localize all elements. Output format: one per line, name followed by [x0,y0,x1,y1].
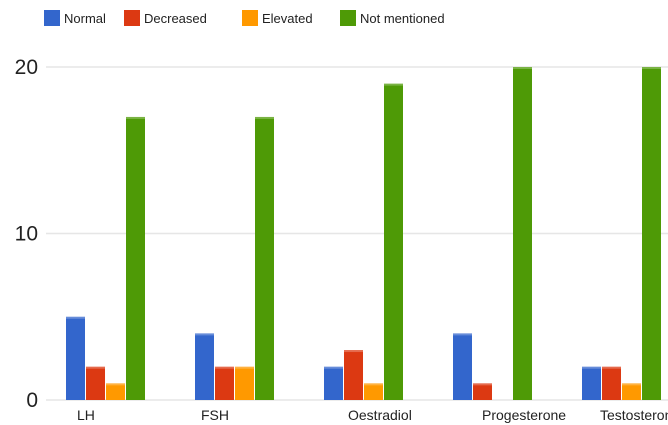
bar-lh-normal [66,316,85,400]
x-axis-ticks: LH FSH Oestradiol Progesterone Testosterone [77,407,668,423]
bar-highlight-lh-normal [66,316,85,319]
bar-highlight-testosterone-elevated [622,383,641,386]
legend-label-normal: Normal [64,11,106,26]
bar-progesterone-normal [453,333,472,400]
bar-progesterone-decreased [473,383,492,400]
bar-testosterone-elevated [622,383,641,400]
legend: Normal Decreased Elevated Not mentioned [44,10,445,26]
bars [66,67,661,401]
bar-oestradiol-elevated [364,383,383,400]
bar-highlight-fsh-decreased [215,366,234,369]
bar-highlight-testosterone-decreased [602,366,621,369]
y-tick-label-10: 10 [15,223,38,246]
bar-oestradiol-normal [324,366,343,400]
bar-highlight-lh-elevated [106,383,125,386]
bar-highlight-progesterone-not-mentioned [513,67,532,69]
legend-label-elevated: Elevated [262,11,313,26]
y-axis-ticks: 0 10 20 [15,56,38,412]
bar-highlight-fsh-elevated [235,366,254,369]
bar-highlight-testosterone-normal [582,366,601,369]
bar-highlight-oestradiol-not-mentioned [384,83,403,86]
bar-highlight-lh-not-mentioned [126,116,145,119]
bar-lh-elevated [106,383,125,400]
bar-highlight-oestradiol-decreased [344,350,363,353]
bar-highlight-progesterone-normal [453,333,472,336]
bar-lh-not-mentioned [126,116,145,400]
bar-fsh-not-mentioned [255,116,274,400]
y-tick-label-20: 20 [15,56,38,79]
legend-swatch-elevated [242,10,258,26]
bar-oestradiol-not-mentioned [384,83,403,401]
y-tick-label-0: 0 [26,389,38,412]
legend-swatch-not-mentioned [340,10,356,26]
bar-oestradiol-decreased [344,350,363,400]
bar-testosterone-not-mentioned [642,67,661,400]
x-tick-label-fsh: FSH [201,407,229,423]
bar-progesterone-not-mentioned [513,67,532,400]
legend-label-decreased: Decreased [144,11,207,26]
bar-fsh-elevated [235,366,254,400]
x-tick-label-testosterone: Testosterone [600,407,668,423]
bar-highlight-lh-decreased [86,366,105,369]
bar-fsh-normal [195,333,214,400]
legend-swatch-normal [44,10,60,26]
bar-highlight-fsh-not-mentioned [255,116,274,119]
legend-label-not-mentioned: Not mentioned [360,11,445,26]
bar-highlight-oestradiol-elevated [364,383,383,386]
bar-fsh-decreased [215,366,234,400]
x-tick-label-oestradiol: Oestradiol [348,407,412,423]
bar-testosterone-decreased [602,366,621,400]
bar-highlight-oestradiol-normal [324,366,343,369]
bar-testosterone-normal [582,366,601,400]
bar-highlight-testosterone-not-mentioned [642,67,661,69]
bar-highlight-fsh-normal [195,333,214,336]
x-tick-label-lh: LH [77,407,95,423]
legend-swatch-decreased [124,10,140,26]
x-tick-label-progesterone: Progesterone [482,407,566,423]
bar-highlight-progesterone-decreased [473,383,492,386]
bar-lh-decreased [86,366,105,400]
